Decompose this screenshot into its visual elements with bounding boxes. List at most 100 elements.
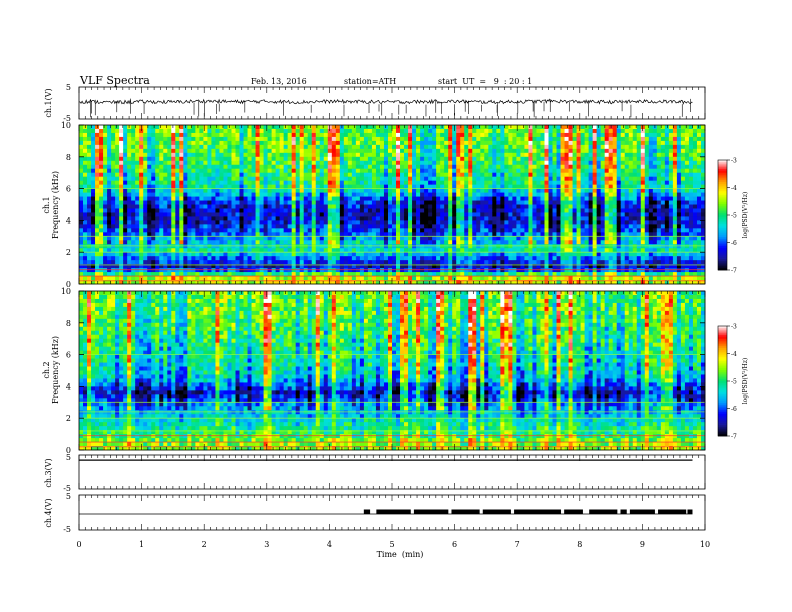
spectrogram-cell <box>404 244 409 249</box>
spectrogram-cell <box>428 144 433 150</box>
spectrogram-cell <box>532 125 537 130</box>
spectrogram-cell <box>524 276 529 281</box>
spectrogram-cell <box>504 180 509 186</box>
spectrogram-cell <box>424 208 429 213</box>
spectrogram-cell <box>400 196 405 201</box>
spectrogram-cell <box>187 224 192 229</box>
spectrogram-cell <box>448 244 453 249</box>
spectrogram-cell <box>476 220 481 225</box>
spectrogram-cell <box>127 168 132 174</box>
spectrogram-cell <box>199 220 204 225</box>
spectrogram-cell <box>456 125 461 130</box>
spectrogram-cell <box>572 168 577 174</box>
spectrogram-cell <box>572 212 577 217</box>
spectrogram-cell <box>107 168 112 174</box>
spectrogram-cell <box>323 128 329 134</box>
spectrogram-cell <box>347 248 353 253</box>
spectrogram-cell <box>83 212 88 217</box>
spectrogram-cell <box>255 208 260 213</box>
spectrogram-cell <box>400 208 405 213</box>
spectrogram-cell <box>111 264 116 269</box>
spectrogram-cell <box>339 144 345 150</box>
spectrogram-cell <box>556 184 561 190</box>
spectrogram-cell <box>379 148 385 154</box>
spectrogram-cell <box>239 164 244 170</box>
spectrogram-cell <box>536 232 541 237</box>
spectrogram-cell <box>568 236 573 241</box>
spectrogram-cell <box>99 244 104 249</box>
spectrogram-cell <box>127 196 132 201</box>
spectrogram-cell <box>488 260 493 265</box>
spectrogram-cell <box>540 200 545 205</box>
spectrogram-cell <box>412 196 417 201</box>
spectrogram-cell <box>279 224 285 229</box>
spectrogram-cell <box>107 236 112 241</box>
spectrogram-cell <box>359 196 365 201</box>
spectrogram-cell <box>235 244 240 249</box>
spectrogram-cell <box>440 132 445 138</box>
spectrogram-cell <box>355 236 361 241</box>
spectrogram-cell <box>115 264 120 269</box>
spectrogram-cell <box>143 268 148 273</box>
spectrogram-cell <box>416 160 421 166</box>
spectrogram-cell <box>287 125 293 130</box>
spectrogram-cell <box>552 160 557 166</box>
spectrogram-cell <box>203 128 208 134</box>
spectrogram-cell <box>472 168 477 174</box>
spectrogram-cell <box>420 164 425 170</box>
spectrogram-cell <box>556 128 561 134</box>
spectrogram-cell <box>379 268 385 273</box>
spectrogram-cell <box>143 224 148 229</box>
spectrogram-cell <box>436 224 441 229</box>
spectrogram-cell <box>175 188 180 193</box>
spectrogram-cell <box>287 132 293 138</box>
spectrogram-cell <box>440 208 445 213</box>
spectrogram-cell <box>383 152 389 158</box>
spectrogram-cell <box>444 204 449 209</box>
spectrogram-cell <box>343 140 349 146</box>
spectrogram-cell <box>295 232 301 237</box>
spectrogram-cell <box>291 132 297 138</box>
spectrogram-cell <box>448 236 453 241</box>
spectrogram-cell <box>383 228 389 233</box>
spectrogram-cell <box>428 204 433 209</box>
spectrogram-cell <box>355 160 361 166</box>
spectrogram-cell <box>536 164 541 170</box>
spectrogram-cell <box>179 260 184 265</box>
spectrogram-cell <box>267 264 273 269</box>
spectrogram-cell <box>319 156 325 162</box>
spectrogram-cell <box>508 268 513 273</box>
spectrogram-cell <box>243 200 248 205</box>
spectrogram-cell <box>263 160 268 166</box>
spectrogram-cell <box>359 236 365 241</box>
spectrogram-cell <box>460 216 465 221</box>
spectrogram-cell <box>343 125 349 130</box>
spectrogram-cell <box>444 128 449 134</box>
spectrogram-cell <box>259 184 264 190</box>
spectrogram-cell <box>131 125 136 130</box>
spectrogram-cell <box>379 244 385 249</box>
spectrogram-cell <box>343 168 349 174</box>
spectrogram-cell <box>359 276 365 281</box>
spectrogram-cell <box>460 176 465 182</box>
spectrogram-cell <box>351 184 357 190</box>
spectrogram-cell <box>167 125 172 130</box>
spectrogram-cell <box>339 268 345 273</box>
spectrogram-cell <box>532 260 537 265</box>
spectrogram-cell <box>548 220 553 225</box>
spectrogram-cell <box>155 268 160 273</box>
spectrogram-cell <box>552 272 557 277</box>
spectrogram-cell <box>103 184 108 190</box>
spectrogram-cell <box>420 136 425 142</box>
spectrogram-cell <box>436 148 441 154</box>
spectrogram-cell <box>247 204 252 209</box>
spectrogram-cell <box>123 168 128 174</box>
spectrogram-cell <box>428 248 433 253</box>
spectrogram-cell <box>480 160 485 166</box>
spectrogram-cell <box>263 260 268 265</box>
spectrogram-cell <box>295 240 301 245</box>
spectrogram-cell <box>339 224 345 229</box>
spectrogram-cell <box>259 264 264 269</box>
spectrogram-cell <box>371 136 377 142</box>
spectrogram-cell <box>283 212 289 217</box>
